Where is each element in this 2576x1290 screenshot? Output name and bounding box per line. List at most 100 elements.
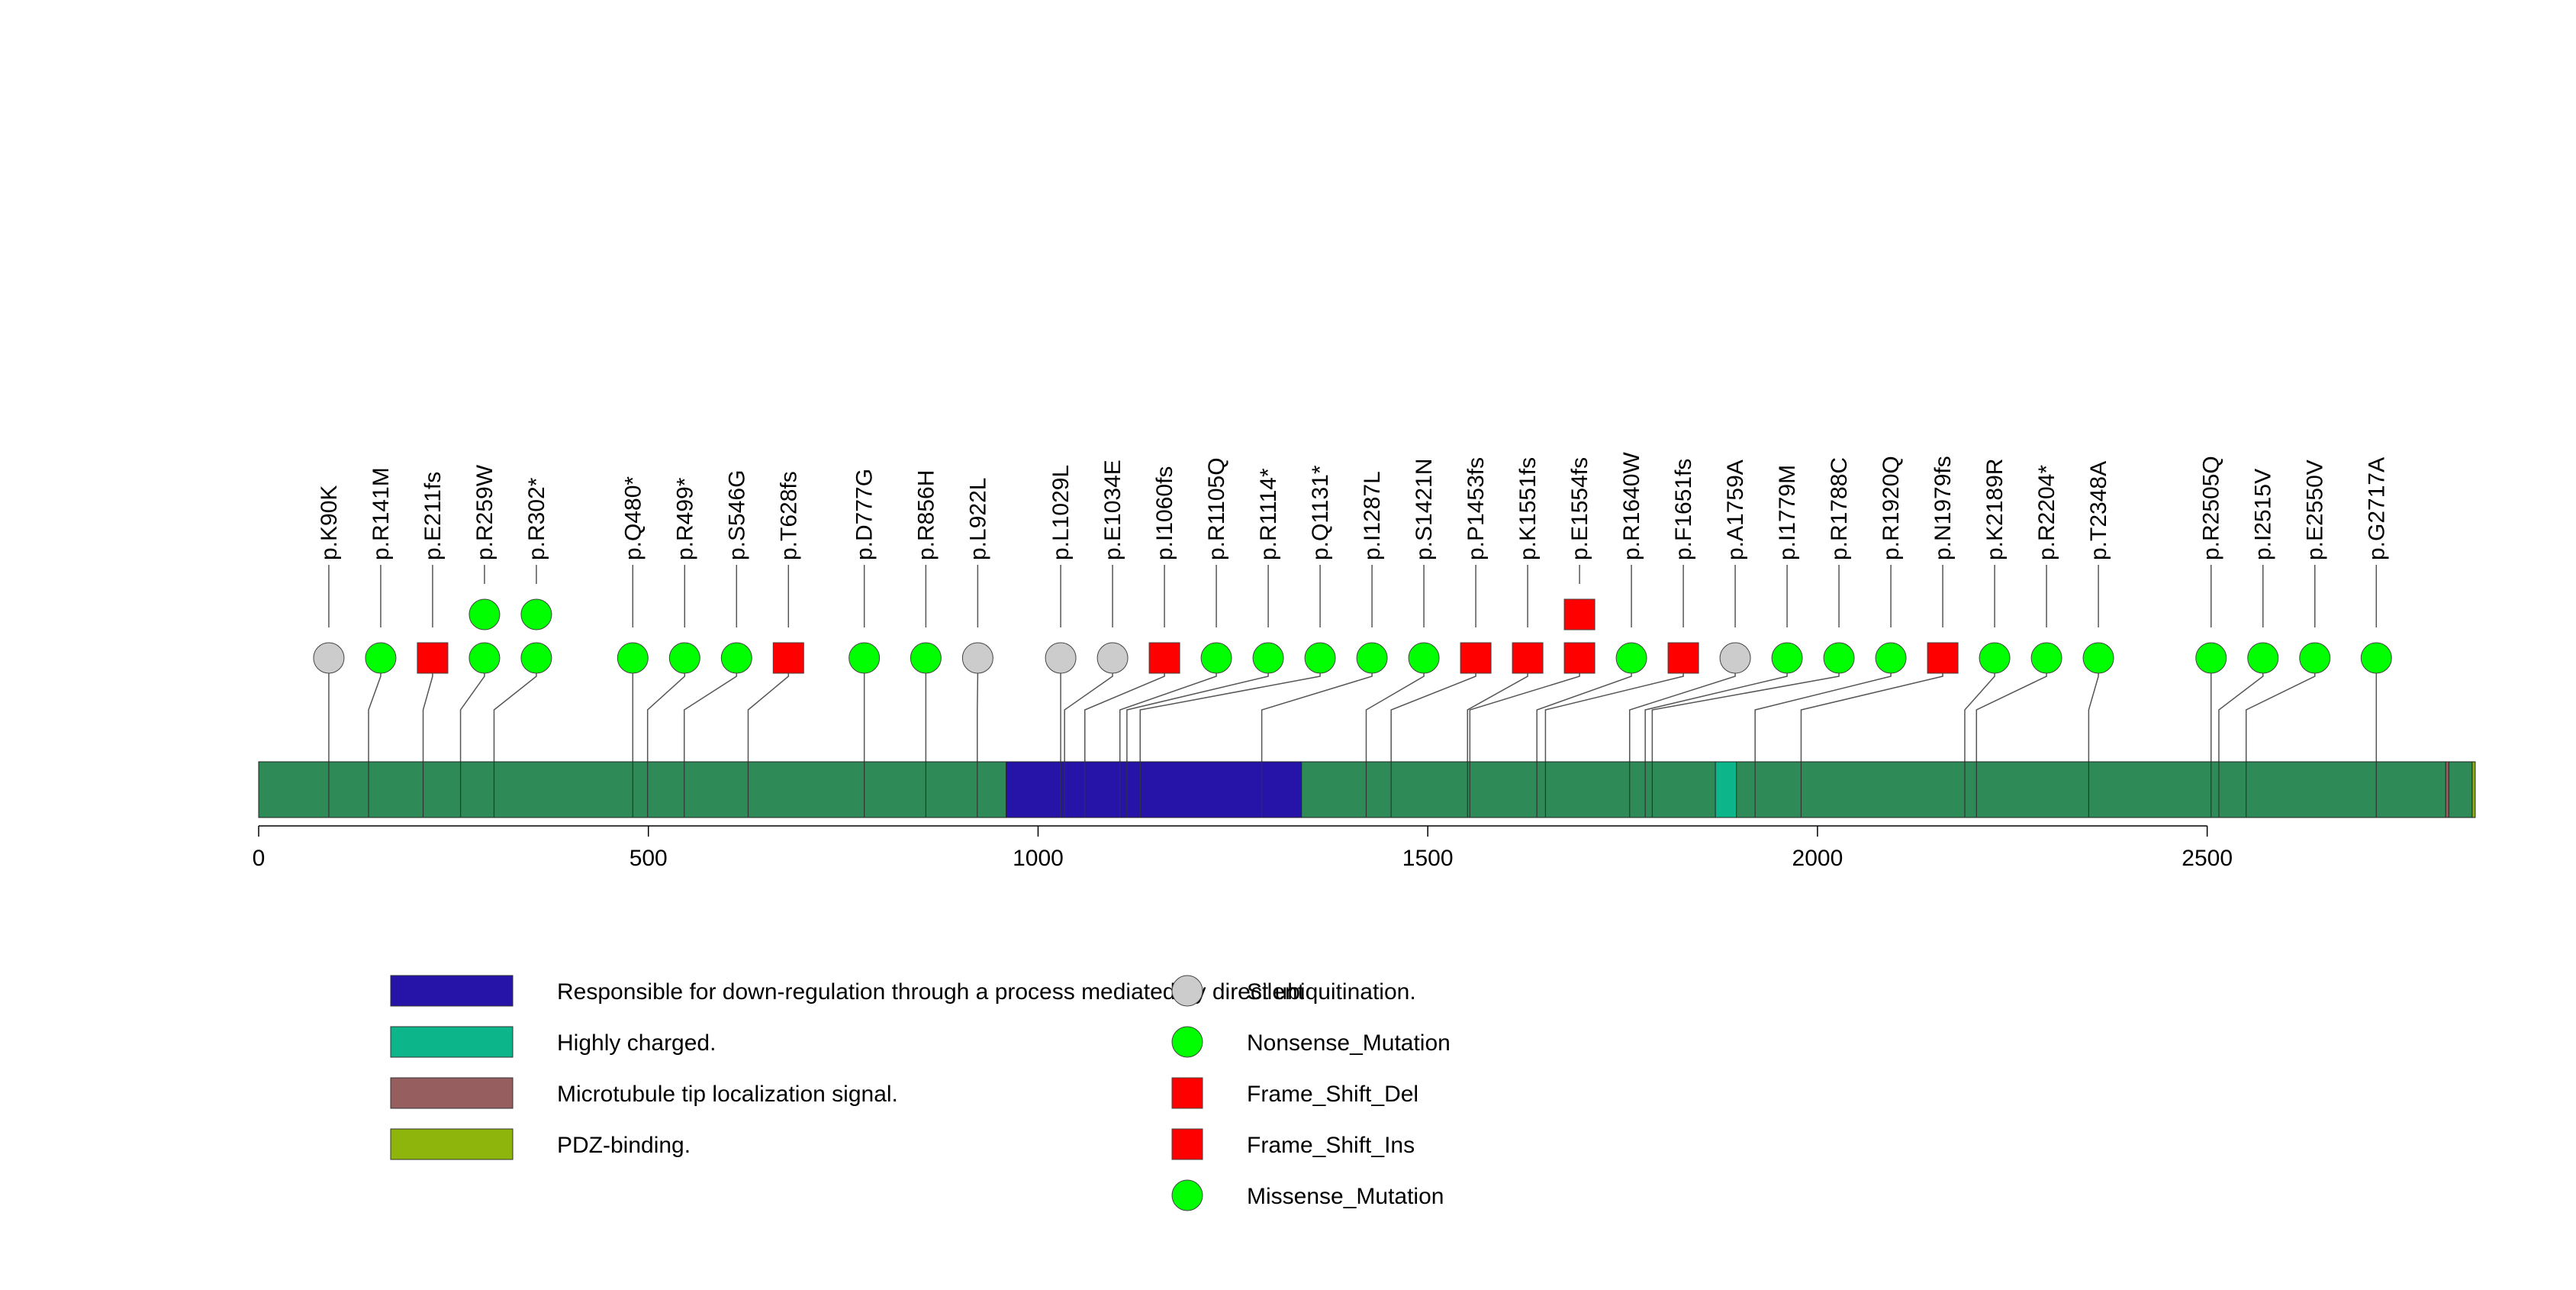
domain-3 [2445,761,2449,818]
mutation-label-p-i1060fs: p.I1060fs [1152,466,1177,560]
mutation-label-p-r1105q: p.R1105Q [1204,457,1229,560]
legend-type-label-frame-shift-del: Frame_Shift_Del [1247,1082,1418,1107]
mutation-label-p-r141m: p.R141M [369,467,394,560]
marker-p-k2189r-1 [1979,642,2011,674]
marker-p-q480-1 [617,642,649,674]
domain-2 [1715,761,1737,818]
marker-p-r141m-1 [365,642,397,674]
mutation-label-p-a1759a: p.A1759A [1723,460,1748,560]
x-tick-label-2000: 2000 [1792,846,1843,871]
marker-p-e1554fs-2 [1563,598,1596,630]
mutation-label-p-r1640w: p.R1640W [1619,452,1644,560]
mutation-label-p-e211fs: p.E211fs [420,472,446,560]
marker-p-f1651fs-1 [1667,642,1699,674]
marker-p-d777g-1 [848,642,881,674]
marker-p-s1421n-1 [1408,642,1440,674]
legend-domain-swatch-1 [390,975,514,1007]
legend-type-label-nonsense-mutation: Nonsense_Mutation [1247,1030,1451,1056]
marker-p-k90k-1 [313,642,345,674]
mutation-label-p-k2189r: p.K2189R [1982,459,2008,560]
mutation-label-p-r499: p.R499* [672,477,697,560]
marker-p-r2505q-1 [2195,642,2227,674]
mutation-label-p-r259w: p.R259W [472,464,497,560]
x-tick-label-500: 500 [630,846,668,871]
marker-p-i1060fs-1 [1148,642,1180,674]
mutation-label-p-r2204: p.R2204* [2034,465,2059,560]
legend-domain-swatch-4 [390,1128,514,1160]
mutation-label-p-d777g: p.D777G [852,469,877,560]
marker-p-r1105q-1 [1200,642,1232,674]
mutation-label-p-t628fs: p.T628fs [776,471,801,560]
marker-p-i2515v-1 [2247,642,2279,674]
legend-domain-label-4: PDZ-binding. [557,1133,691,1158]
marker-p-e2550v-1 [2299,642,2331,674]
legend-type-label-missense-mutation: Missense_Mutation [1247,1184,1444,1209]
mutation-label-p-e1554fs: p.E1554fs [1567,457,1592,560]
marker-p-e1554fs-1 [1563,642,1596,674]
mutation-label-p-r1114: p.R1114* [1256,468,1281,560]
mutation-label-p-r2505q: p.R2505Q [2199,456,2224,560]
marker-p-i1287l-1 [1356,642,1388,674]
mutation-label-p-i1287l: p.I1287L [1360,471,1385,560]
marker-p-e211fs-1 [417,642,449,674]
mutation-label-p-k1551fs: p.K1551fs [1515,457,1541,560]
mutation-label-p-r1788c: p.R1788C [1827,457,1852,560]
marker-p-q1131-1 [1304,642,1336,674]
legend-type-symbol-nonsense-mutation [1171,1026,1203,1058]
mutation-label-p-s546g: p.S546G [724,470,749,560]
marker-p-p1453fs-1 [1460,642,1492,674]
marker-p-k1551fs-1 [1512,642,1544,674]
legend-domain-label-1: Responsible for down-regulation through … [557,979,1416,1005]
protein-track [258,761,2476,818]
marker-p-i1779m-1 [1771,642,1803,674]
mutation-label-p-q480: p.Q480* [620,476,646,560]
legend-type-label-frame-shift-ins: Frame_Shift_Ins [1247,1133,1415,1158]
marker-p-l922l-1 [961,642,993,674]
marker-p-r1920q-1 [1875,642,1907,674]
mutation-label-p-q1131: p.Q1131* [1308,465,1333,560]
marker-p-l1029l-1 [1045,642,1077,674]
mutation-label-p-t2348a: p.T2348A [2086,461,2111,560]
marker-p-r259w-1 [469,642,501,674]
marker-p-r1640w-1 [1615,642,1647,674]
mutation-label-p-r1920q: p.R1920Q [1879,456,1904,560]
legend-type-label-silent: Silent [1247,979,1305,1005]
mutation-label-p-s1421n: p.S1421N [1412,459,1437,560]
x-tick-label-0: 0 [253,846,266,871]
legend-domain-swatch-2 [390,1026,514,1058]
marker-p-r302-2 [520,598,552,630]
legend-type-symbol-frame-shift-ins [1171,1128,1203,1160]
marker-p-r259w-2 [469,598,501,630]
marker-p-r2204-1 [2030,642,2062,674]
mutation-labels: p.K90K p.R141M p.E211fs p.R259W p.R302* p.Q48… [317,452,2389,560]
legend-domain-label-2: Highly charged. [557,1030,716,1056]
marker-p-g2717a-1 [2360,642,2392,674]
x-tick-label-1500: 1500 [1402,846,1454,871]
domain-4 [2471,761,2476,818]
legend-type-symbol-silent [1171,975,1203,1007]
mutation-label-p-e1034e: p.E1034E [1100,460,1125,560]
marker-p-a1759a-1 [1719,642,1751,674]
marker-p-r856h-1 [910,642,942,674]
mutation-label-p-k90k: p.K90K [317,485,342,560]
x-axis: 0 500 1000 1500 2000 2500 [253,825,2233,871]
marker-p-n1979fs-1 [1927,642,1959,674]
mutation-label-p-g2717a: p.G2717A [2364,457,2389,560]
legend-type-symbol-frame-shift-del [1171,1077,1203,1109]
marker-p-r1788c-1 [1823,642,1855,674]
mutation-label-p-r302: p.R302* [524,477,549,560]
legend-type-symbol-missense-mutation [1171,1179,1203,1211]
marker-p-s546g-1 [720,642,752,674]
x-tick-label-1000: 1000 [1013,846,1064,871]
marker-p-r499-1 [668,642,700,674]
legend-domain-swatch-3 [390,1077,514,1109]
mutation-label-p-r856h: p.R856H [913,470,939,560]
marker-p-t628fs-1 [772,642,804,674]
mutation-label-p-l1029l: p.L1029L [1048,465,1074,560]
legend: Responsible for down-regulation through … [390,975,1451,1211]
mutation-label-p-e2550v: p.E2550V [2303,460,2328,560]
legend-domain-label-3: Microtubule tip localization signal. [557,1082,898,1107]
mutation-label-p-n1979fs: p.N1979fs [1930,456,1956,560]
marker-p-e1034e-1 [1096,642,1129,674]
